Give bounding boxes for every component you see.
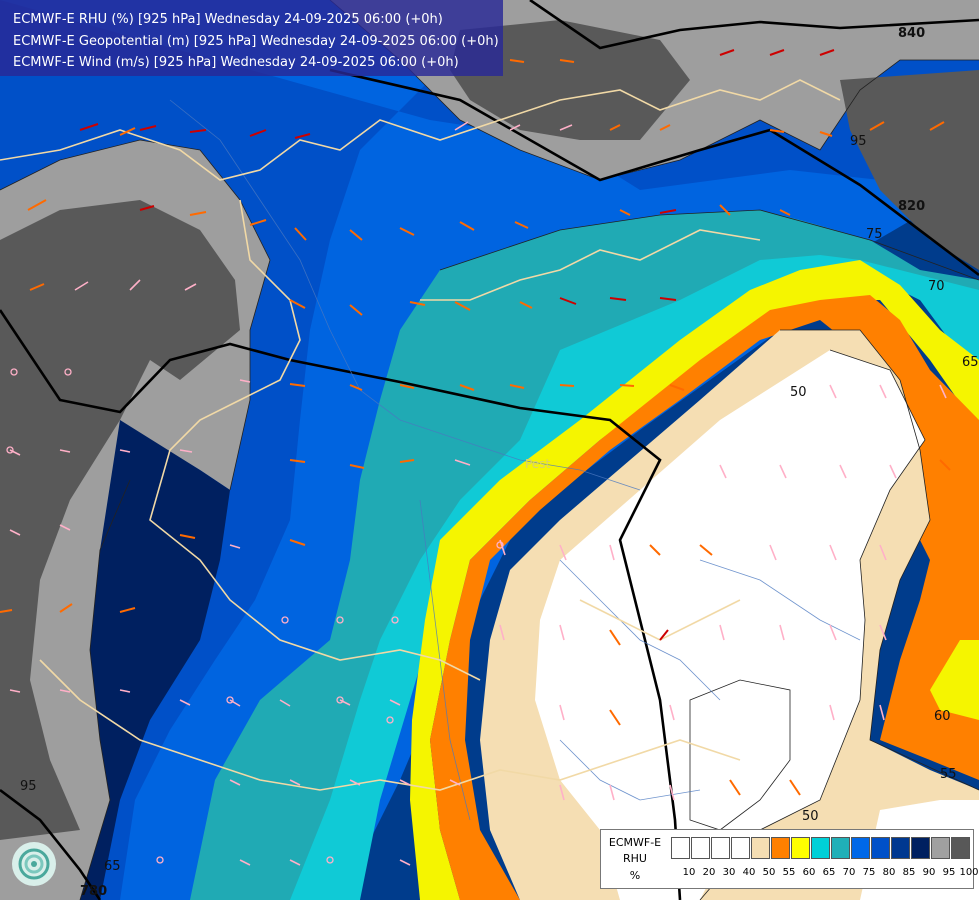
rhu-60-east-patch — [930, 640, 979, 720]
legend-swatch — [731, 837, 750, 859]
legend-tick-label: 85 — [902, 867, 916, 878]
legend-swatch — [871, 837, 890, 859]
rhu-65-label-b: 65 — [104, 859, 121, 874]
rhu-95-label-a: 95 — [850, 134, 867, 149]
header-line-geopotential: ECMWF-E Geopotential (m) [925 hPa] Wedne… — [13, 34, 499, 49]
legend-swatch — [771, 837, 790, 859]
geopotential-800-line — [0, 309, 682, 900]
rhu-55-label: 55 — [940, 767, 957, 782]
legend-tick-label: 40 — [742, 867, 756, 878]
legend-swatch — [891, 837, 910, 859]
geo-780-label: 780 — [80, 884, 107, 899]
legend-swatch — [671, 837, 690, 859]
legend-title-ecmwf: ECMWF-E — [608, 836, 662, 849]
legend-swatch — [831, 837, 850, 859]
rhu-95-top — [450, 20, 690, 140]
legend-swatch — [691, 837, 710, 859]
rhu-95-west — [0, 200, 240, 840]
rhu-70-label: 70 — [928, 279, 945, 294]
wind-barbs-orange — [0, 59, 951, 796]
geo-820-label: 820 — [898, 199, 925, 214]
rhu-95-ne — [840, 70, 979, 270]
rhu-65-label: 65 — [962, 355, 979, 370]
geopotential-820-line — [329, 68, 979, 277]
legend-swatch — [931, 837, 950, 859]
legend-swatch — [851, 837, 870, 859]
rhu-60-label: 60 — [934, 709, 951, 724]
legend-tick-label: 100 — [959, 867, 979, 878]
rhu-60-band — [410, 260, 979, 900]
legend-tick-label: 65 — [822, 867, 836, 878]
legend-tick-label: 60 — [802, 867, 816, 878]
rhu-55-band — [430, 295, 979, 900]
map-header: ECMWF-E RHU (%) [925 hPa] Wednesday 24-0… — [0, 0, 503, 76]
legend-title-rhu: RHU — [623, 852, 647, 865]
legend-swatch — [751, 837, 770, 859]
legend-swatch — [911, 837, 930, 859]
ecmwf-swirl-icon — [12, 842, 56, 886]
rhu-legend: ECMWF-E RHU % 10 20 30 40 50 55 60 65 70 75 80 85 90… — [600, 829, 979, 889]
rhu-below-50-area — [535, 350, 925, 900]
rhu-95-label-b: 95 — [20, 779, 37, 794]
geopotential-840-line — [529, 0, 979, 50]
legend-swatch — [951, 837, 970, 859]
geopotential-780-line — [0, 788, 102, 900]
legend-tick-label: 90 — [922, 867, 936, 878]
calm-wind-circles — [6, 368, 504, 864]
geo-840-label: 840 — [898, 26, 925, 41]
legend-tick-label: 30 — [722, 867, 736, 878]
rhu-50-label-b: 50 — [802, 809, 819, 824]
legend-tick-label: 55 — [782, 867, 796, 878]
legend-tick-label: 75 — [862, 867, 876, 878]
legend-tick-label: 95 — [942, 867, 956, 878]
legend-swatch — [811, 837, 830, 859]
header-line-rhu: ECMWF-E RHU (%) [925 hPa] Wednesday 24-0… — [13, 12, 443, 27]
legend-unit: % — [629, 869, 641, 882]
rhu-90-sw — [80, 420, 230, 900]
legend-tick-label: 70 — [842, 867, 856, 878]
rhu-75-label: 75 — [866, 227, 883, 242]
rhu-55-east-patch — [880, 520, 979, 780]
country-borders — [0, 79, 841, 791]
legend-tick-label: 20 — [702, 867, 716, 878]
legend-tick-label: 80 — [882, 867, 896, 878]
header-line-wind: ECMWF-E Wind (m/s) [925 hPa] Wednesday 2… — [13, 55, 459, 70]
legend-tick-label: 50 — [762, 867, 776, 878]
city-label-pest: Pest — [525, 457, 550, 471]
legend-swatch — [791, 837, 810, 859]
contour-labels: 840 820 780 95 95 75 70 65 60 55 50 50 6… — [20, 26, 979, 899]
wind-barbs-red — [79, 49, 835, 641]
rhu-50-label-a: 50 — [790, 385, 807, 400]
legend-swatch — [711, 837, 730, 859]
rhu-70-band — [190, 210, 979, 900]
legend-tick-label: 10 — [682, 867, 696, 878]
